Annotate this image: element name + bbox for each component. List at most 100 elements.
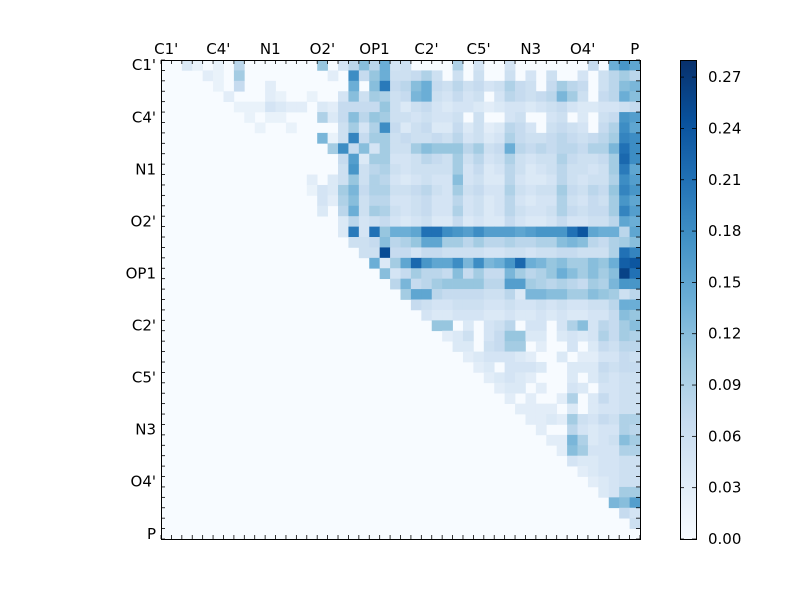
heatmap-cell — [598, 237, 610, 248]
heatmap-cell — [567, 153, 578, 165]
heatmap-cell — [431, 205, 443, 217]
heatmap-cell — [452, 153, 464, 165]
heatmap-cell — [431, 299, 443, 311]
heatmap-cell — [390, 132, 401, 144]
heatmap-cell — [535, 299, 547, 311]
heatmap-cell — [629, 466, 641, 477]
heatmap-cell — [233, 101, 245, 113]
heatmap-cell — [473, 268, 485, 280]
heatmap-cell — [452, 80, 464, 92]
heatmap-cell — [598, 80, 610, 92]
heatmap-cell — [619, 476, 630, 488]
heatmap-cell — [567, 216, 578, 227]
heatmap-cell — [348, 184, 360, 196]
heatmap-cell — [494, 101, 505, 113]
heatmap-cell — [619, 372, 630, 384]
heatmap-cell — [629, 101, 641, 113]
heatmap-cell — [535, 195, 547, 207]
heatmap-cell — [525, 164, 537, 175]
heatmap-cell — [452, 268, 464, 280]
heatmap-cell — [400, 143, 412, 155]
heatmap-cell — [598, 205, 610, 217]
heatmap-cell — [515, 382, 526, 394]
heatmap-cell — [577, 361, 589, 373]
heatmap-cell — [525, 174, 537, 186]
x-tick-label: C4' — [206, 40, 230, 58]
heatmap-cell — [546, 278, 558, 290]
heatmap-cell — [619, 382, 630, 394]
heatmap-cell — [421, 132, 433, 144]
heatmap-cell — [473, 70, 485, 82]
heatmap-cell — [400, 289, 412, 300]
heatmap-cell — [379, 205, 391, 217]
heatmap-cell — [556, 122, 568, 134]
heatmap-cell — [619, 195, 630, 207]
heatmap-cell — [473, 101, 485, 113]
heatmap-cell — [598, 216, 610, 227]
heatmap-cell — [619, 143, 630, 155]
heatmap-cell — [629, 205, 641, 217]
heatmap-cell — [608, 424, 620, 436]
heatmap-cell — [369, 91, 381, 102]
heatmap-cell — [369, 164, 381, 175]
heatmap-cell — [358, 184, 370, 196]
heatmap-cell — [338, 101, 349, 113]
heatmap-cell — [504, 257, 516, 269]
heatmap-cell — [504, 91, 516, 102]
heatmap-cell — [587, 205, 599, 217]
heatmap-cell — [504, 278, 516, 290]
heatmap-cell — [504, 372, 516, 384]
heatmap-cell — [598, 320, 610, 332]
heatmap-cell — [494, 132, 505, 144]
heatmap-cell — [577, 466, 589, 477]
heatmap-cell — [619, 497, 630, 509]
heatmap-cell — [525, 393, 537, 404]
heatmap-cell — [504, 70, 516, 82]
heatmap-cell — [421, 257, 433, 269]
heatmap-cell — [369, 153, 381, 165]
heatmap-cell — [494, 268, 505, 280]
heatmap-cell — [410, 278, 422, 290]
heatmap-cell — [233, 60, 245, 71]
heatmap-cell — [619, 132, 630, 144]
heatmap-cell — [629, 382, 641, 394]
heatmap-cell — [494, 153, 505, 165]
heatmap-cell — [556, 143, 568, 155]
heatmap-cell — [577, 164, 589, 175]
heatmap-cell — [358, 164, 370, 175]
heatmap-cell — [619, 361, 630, 373]
heatmap-cell — [577, 216, 589, 227]
heatmap-cell — [619, 216, 630, 227]
heatmap-cell — [629, 299, 641, 311]
colorbar-tick-label: 0.06 — [708, 427, 741, 445]
heatmap-cell — [567, 205, 578, 217]
heatmap-cell — [442, 101, 453, 113]
heatmap-cell — [556, 184, 568, 196]
heatmap-cell — [431, 184, 443, 196]
heatmap-cell — [462, 247, 474, 259]
heatmap-cell — [504, 237, 516, 248]
colorbar-tick-label: 0.09 — [708, 376, 741, 394]
heatmap-cell — [494, 184, 505, 196]
heatmap-cell — [504, 309, 516, 321]
heatmap-cell — [525, 216, 537, 227]
heatmap-cell — [431, 153, 443, 165]
heatmap-cell — [629, 195, 641, 207]
heatmap-cell — [629, 257, 641, 269]
heatmap-cell — [462, 91, 474, 102]
heatmap-cell — [525, 320, 537, 332]
heatmap-cell — [619, 112, 630, 123]
heatmap-cell — [619, 257, 630, 269]
heatmap-cell — [442, 289, 453, 300]
heatmap-cell — [421, 278, 433, 290]
heatmap-cell — [515, 91, 526, 102]
heatmap-cell — [442, 257, 453, 269]
heatmap-cell — [629, 60, 641, 71]
heatmap-cell — [483, 195, 495, 207]
heatmap-cell — [358, 112, 370, 123]
heatmap-cell — [400, 195, 412, 207]
heatmap-cell — [515, 122, 526, 134]
heatmap-cell — [504, 268, 516, 280]
heatmap-cell — [567, 341, 578, 352]
heatmap-cell — [483, 174, 495, 186]
